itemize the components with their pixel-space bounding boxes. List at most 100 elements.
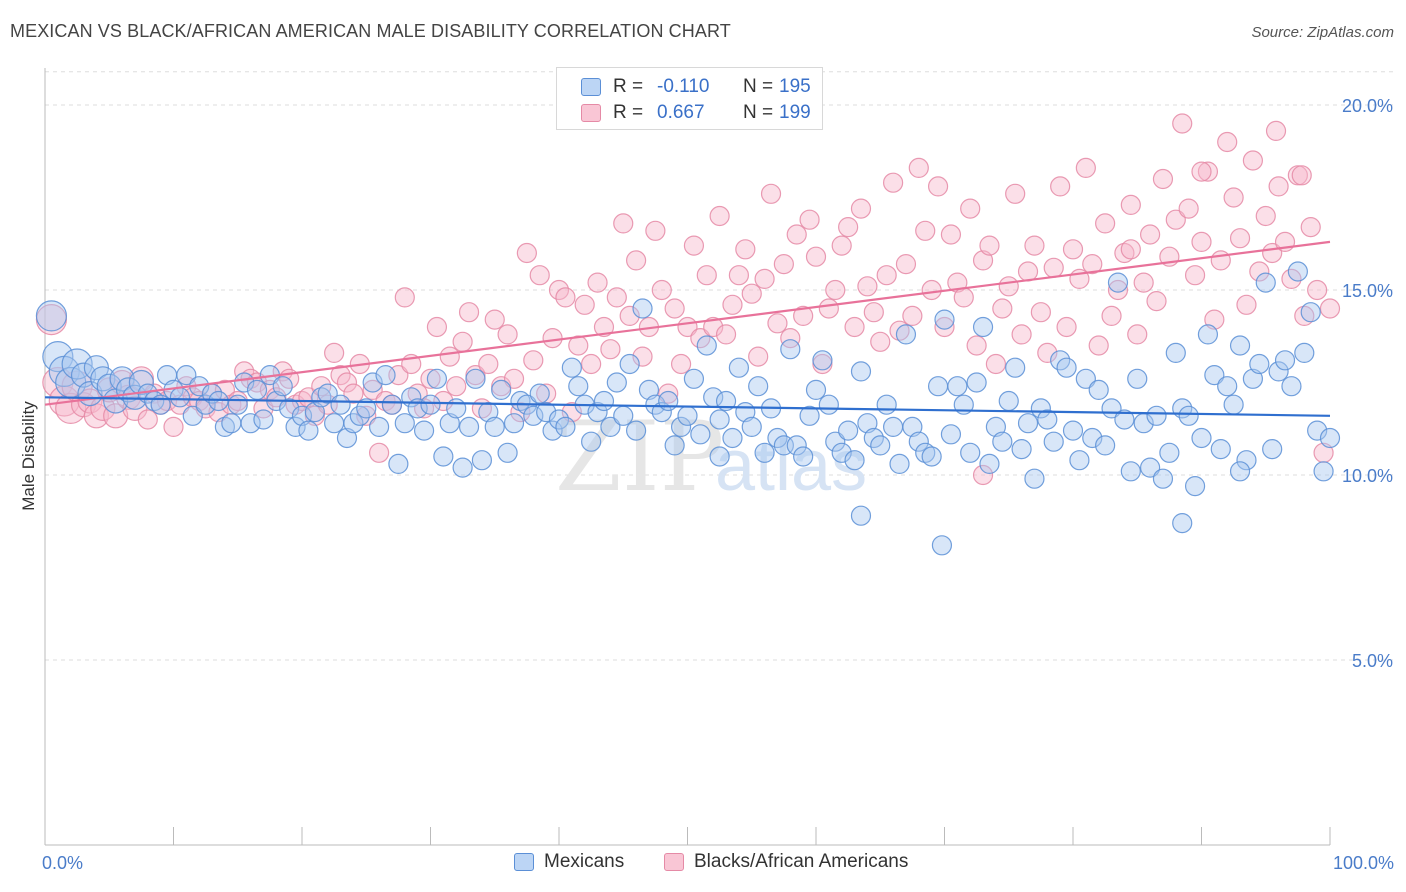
mexicans-point (1069, 450, 1090, 471)
blacks-point (992, 298, 1013, 319)
blacks-point (857, 276, 878, 297)
x-tick-label: 100.0% (1333, 853, 1394, 873)
blacks-point (1319, 298, 1341, 319)
blacks-point (568, 335, 589, 356)
source-label: Source: ZipAtlas.com (1251, 24, 1394, 41)
legend-n-label: N = (743, 102, 774, 123)
blacks-point (619, 305, 640, 326)
blacks-point (1191, 231, 1212, 252)
mexicans-point (182, 405, 203, 426)
mexicans-point (240, 413, 261, 434)
blacks-point (1249, 261, 1270, 282)
blacks-point (253, 398, 274, 419)
mexicans-point (998, 390, 1019, 412)
mexicans-point (214, 416, 235, 437)
blacks-point (953, 287, 974, 308)
mexicans-point (1319, 427, 1341, 449)
blacks-point (921, 279, 942, 301)
blacks-point (574, 294, 595, 315)
mexicans-point (927, 376, 949, 397)
blacks-point (523, 350, 544, 371)
blacks-point (972, 250, 994, 271)
blacks-point (1024, 235, 1045, 256)
mexicans-point (381, 394, 403, 415)
mexicans-point (1172, 512, 1193, 534)
mexicans-point (388, 453, 409, 474)
mexicans-point (715, 390, 737, 412)
mexicans-point (1139, 457, 1161, 478)
mexicans-point (1229, 335, 1251, 356)
mexicans-point (780, 339, 801, 360)
blacks-point (1236, 294, 1257, 315)
mexicans-point (921, 446, 942, 467)
blacks-point (1307, 279, 1328, 301)
blacks-point (484, 309, 505, 330)
bottom-legend-label: Mexicans (544, 851, 625, 872)
mexicans-point (413, 420, 435, 441)
mexicans-point (581, 431, 602, 452)
legend-row-blacks: R = 0.667 N = 199 (581, 101, 811, 125)
blacks-point (1265, 120, 1287, 141)
mexicans-point (972, 316, 994, 338)
mexicans-point (1197, 324, 1219, 345)
blacks-point (683, 235, 705, 256)
mexicans-point (484, 416, 505, 437)
legend-n-label: N = (743, 76, 774, 97)
blacks-point (908, 157, 929, 178)
trend-lines (44, 240, 1331, 417)
blacks-point (780, 328, 801, 349)
blacks-point (1050, 176, 1071, 197)
y-tick-label: 5.0% (1352, 651, 1393, 671)
bottom-legend-mexicans: Mexicans (514, 851, 624, 873)
blacks-point (1043, 257, 1064, 278)
mexicans-point (1011, 439, 1032, 460)
mexicans-point (536, 402, 557, 423)
blacks-point (1300, 217, 1321, 238)
mexicans-point (677, 405, 698, 426)
blacks-point (1133, 272, 1154, 293)
blacks-point (581, 353, 602, 375)
mexicans-point (931, 535, 953, 556)
mexicans-point (748, 376, 769, 397)
mexicans-point (632, 298, 653, 319)
legend: R = -0.110 N = 195 R = 0.667 N = 199 (556, 67, 823, 130)
blacks-point (1197, 161, 1219, 182)
blacks-point (728, 265, 750, 286)
mexicans-point (889, 453, 910, 474)
mexicans-point (1088, 379, 1109, 400)
mexicans-point (722, 427, 743, 449)
mexicans-point (960, 442, 981, 463)
mexicans-point (510, 390, 531, 412)
mexicans-point (1281, 376, 1302, 397)
mexicans-point (838, 420, 859, 441)
data-points (35, 113, 1341, 556)
mexicans-point (754, 442, 775, 463)
mexicans-point (1268, 361, 1289, 382)
mexicans-point (1030, 398, 1051, 419)
mexicans-point (330, 394, 351, 415)
blacks-point (1095, 213, 1116, 234)
legend-r-label: R = (613, 76, 644, 97)
mexicans-point (940, 424, 962, 445)
axes (44, 68, 1331, 846)
blacks-point (754, 268, 775, 289)
blacks-point (773, 254, 794, 275)
mexicans-point (1120, 461, 1141, 482)
bottom-legend: Mexicans Blacks/African Americans (0, 851, 1406, 877)
blacks-point (1178, 198, 1199, 219)
mexicans-point (1249, 353, 1270, 375)
mexicans-point (664, 435, 685, 456)
mexicans-point (625, 420, 647, 441)
blacks-point (497, 324, 518, 345)
mexicans-point (619, 353, 640, 375)
blacks-point (735, 239, 756, 260)
mexicans-point (1127, 368, 1148, 389)
blacks-point (1242, 150, 1264, 171)
mexicans-point (606, 372, 627, 393)
blacks-point (805, 246, 827, 267)
mexicans-point (433, 446, 454, 467)
blacks-point (793, 305, 814, 326)
mexicans-point (446, 398, 467, 419)
blacks-point (1184, 265, 1206, 286)
mexicans-point (741, 416, 762, 437)
